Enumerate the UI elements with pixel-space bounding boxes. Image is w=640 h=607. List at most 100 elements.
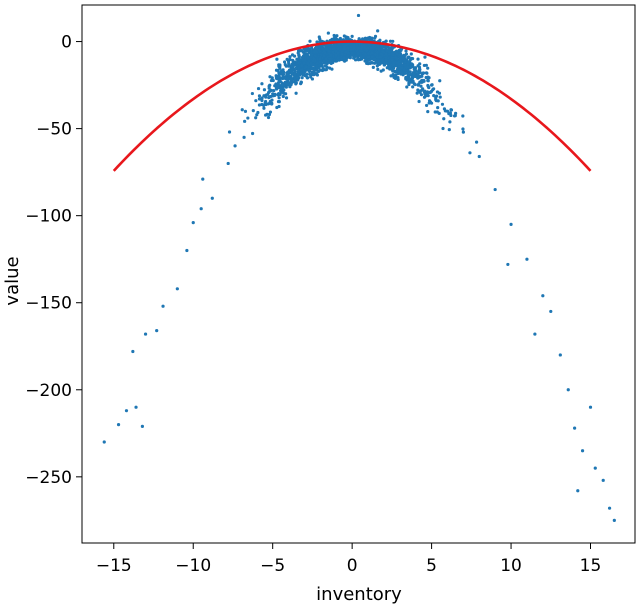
scatter-point xyxy=(461,130,465,134)
scatter-point xyxy=(331,47,335,51)
scatter-point xyxy=(337,58,341,62)
y-tick-label: −100 xyxy=(25,207,72,227)
scatter-point xyxy=(373,52,377,57)
scatter-point xyxy=(277,77,281,82)
scatter-point xyxy=(257,97,262,101)
scatter-point xyxy=(304,54,309,58)
scatter-point xyxy=(324,57,328,61)
scatter-point xyxy=(370,51,374,55)
scatter-point xyxy=(317,69,321,73)
scatter-point xyxy=(384,52,388,56)
scatter-point xyxy=(422,95,427,99)
scatter-point xyxy=(299,68,304,72)
scatter-point xyxy=(364,52,368,56)
scatter-point xyxy=(257,94,262,98)
scatter-point xyxy=(419,80,423,84)
scatter-point xyxy=(378,55,383,59)
scatter-point xyxy=(240,108,244,112)
scatter-point xyxy=(307,67,311,71)
scatter-point xyxy=(300,76,304,80)
scatter-point xyxy=(541,294,545,298)
y-axis-label: value xyxy=(2,256,23,305)
scatter-point xyxy=(309,53,314,57)
scatter-point xyxy=(342,59,347,63)
scatter-point xyxy=(387,50,391,54)
scatter-point xyxy=(242,135,246,139)
scatter-point xyxy=(267,112,272,117)
scatter-point xyxy=(266,115,271,120)
scatter-point xyxy=(327,49,331,53)
scatter-point xyxy=(286,70,290,74)
scatter-point xyxy=(349,45,353,49)
scatter-point xyxy=(372,57,377,61)
scatter-point xyxy=(257,103,262,107)
scatter-point xyxy=(344,35,348,39)
scatter-point xyxy=(346,54,350,58)
scatter-point xyxy=(576,489,580,493)
scatter-point xyxy=(299,80,303,84)
scatter-point xyxy=(429,101,434,105)
scatter-point xyxy=(346,46,350,50)
scatter-point xyxy=(293,69,297,73)
scatter-point xyxy=(416,88,420,92)
scatter-point xyxy=(262,106,266,110)
scatter-point xyxy=(433,110,437,114)
scatter-point xyxy=(435,90,440,94)
scatter-point xyxy=(262,88,267,92)
fit-curve-series xyxy=(112,40,592,172)
scatter-point xyxy=(330,44,334,48)
scatter-point xyxy=(256,86,261,91)
scatter-point xyxy=(312,68,317,72)
scatter-point xyxy=(295,76,299,80)
scatter-point xyxy=(426,79,430,83)
scatter-point xyxy=(376,44,380,48)
scatter-point xyxy=(366,46,370,50)
scatter-point xyxy=(381,68,385,72)
scatter-point xyxy=(250,131,255,136)
scatter-point xyxy=(342,47,346,51)
scatter-point xyxy=(350,34,354,38)
scatter-point xyxy=(293,77,297,81)
scatter-point xyxy=(277,74,281,78)
scatter-point xyxy=(201,177,205,181)
scatter-point xyxy=(372,43,376,48)
scatter-point xyxy=(380,53,384,57)
scatter-point xyxy=(260,96,264,100)
scatter-point xyxy=(449,113,453,118)
scatter-point xyxy=(438,79,442,83)
scatter-point xyxy=(297,69,301,73)
scatter-point xyxy=(401,56,405,60)
scatter-point xyxy=(283,76,287,80)
scatter-point xyxy=(394,69,398,73)
scatter-point xyxy=(356,13,361,18)
scatter-point xyxy=(331,50,335,55)
scatter-point xyxy=(199,207,203,211)
scatter-point xyxy=(385,45,389,49)
scatter-point xyxy=(410,62,414,66)
scatter-point xyxy=(302,71,306,75)
scatter-point xyxy=(385,61,389,65)
scatter-point xyxy=(304,65,308,69)
scatter-point xyxy=(448,120,452,124)
scatter-point xyxy=(335,59,339,63)
scatter-point xyxy=(418,70,422,74)
scatter-point xyxy=(131,349,135,354)
scatter-point xyxy=(318,60,322,64)
scatter-point xyxy=(474,140,479,144)
scatter-point xyxy=(356,51,360,56)
y-tick-label: −200 xyxy=(25,381,72,401)
scatter-point xyxy=(285,82,290,86)
scatter-point xyxy=(276,68,280,73)
scatter-point xyxy=(417,74,422,78)
scatter-point xyxy=(416,64,420,68)
scatter-point xyxy=(359,47,363,51)
plot-frame xyxy=(81,4,636,544)
scatter-point xyxy=(425,76,430,80)
scatter-point xyxy=(260,98,264,103)
scatter-point xyxy=(322,59,326,63)
scatter-point xyxy=(263,101,267,105)
scatter-point xyxy=(124,409,129,413)
scatter-point xyxy=(191,221,195,225)
x-tick-label: −10 xyxy=(175,556,211,576)
scatter-point xyxy=(280,86,284,90)
